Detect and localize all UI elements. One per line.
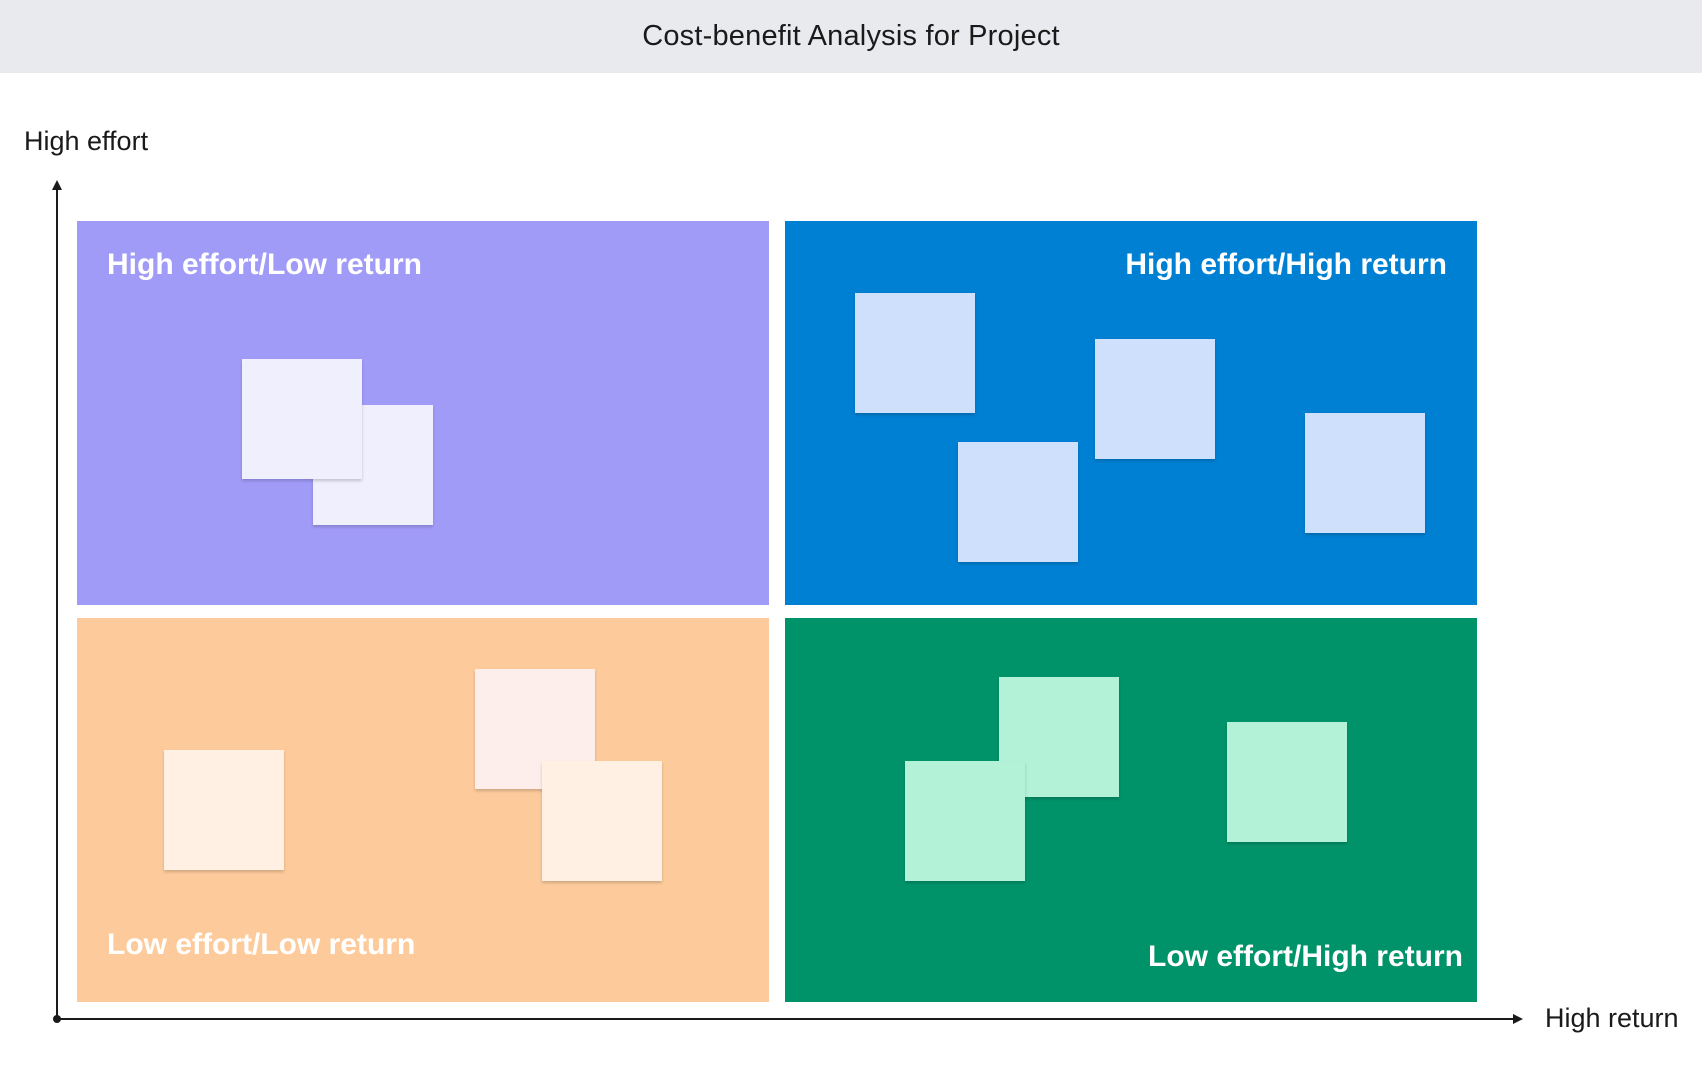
quadrant-high-effort-low-return: High effort/Low return [77, 221, 769, 605]
page-title: Cost-benefit Analysis for Project [642, 20, 1060, 52]
x-axis-label: High return [1545, 1003, 1679, 1033]
sticky-note[interactable] [164, 750, 284, 870]
sticky-note[interactable] [1227, 722, 1347, 842]
quadrant-title: Low effort/Low return [107, 928, 416, 961]
sticky-note[interactable] [905, 761, 1025, 881]
quadrant-title: High effort/High return [1125, 248, 1447, 281]
sticky-note[interactable] [542, 761, 662, 881]
sticky-note[interactable] [1305, 413, 1425, 533]
y-axis-label: High effort [24, 126, 149, 156]
header-bar: Cost-benefit Analysis for Project [0, 0, 1702, 73]
sticky-note[interactable] [958, 442, 1078, 562]
sticky-note[interactable] [242, 359, 362, 479]
quadrant-title: High effort/Low return [107, 248, 422, 281]
axis-origin-dot [53, 1015, 61, 1023]
quadrant-title: Low effort/High return [1148, 940, 1463, 973]
y-axis-arrowhead [52, 180, 62, 190]
quadrant-low-effort-low-return: Low effort/Low return [77, 618, 769, 1002]
x-axis-arrowhead [1513, 1014, 1523, 1024]
quadrant-high-effort-high-return: High effort/High return [785, 221, 1477, 605]
quadrant-low-effort-high-return: Low effort/High return [785, 618, 1477, 1002]
sticky-note[interactable] [1095, 339, 1215, 459]
sticky-note[interactable] [855, 293, 975, 413]
